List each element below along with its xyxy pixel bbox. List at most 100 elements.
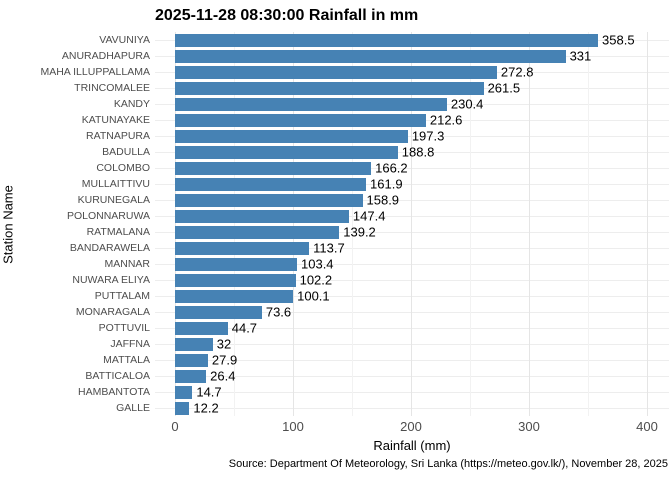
- bar: [175, 193, 363, 207]
- bar-value-label: 27.9: [211, 352, 238, 368]
- y-gridline: [155, 199, 669, 201]
- y-axis-label: JAFFNA: [110, 338, 150, 350]
- bar-value-label: 100.1: [297, 288, 330, 304]
- x-gridline-minor: [352, 32, 353, 416]
- bar: [175, 305, 262, 319]
- y-gridline: [155, 391, 669, 393]
- bar: [175, 97, 447, 111]
- y-axis-label: TRINCOMALEE: [74, 82, 150, 94]
- y-gridline: [155, 263, 669, 265]
- y-axis-label: BADULLA: [102, 146, 150, 158]
- bar-value-label: 358.5: [602, 32, 635, 48]
- bar: [175, 145, 398, 159]
- bar: [175, 321, 228, 335]
- bar: [175, 113, 426, 127]
- bar: [175, 225, 340, 239]
- bar-value-label: 166.2: [375, 160, 408, 176]
- y-gridline: [155, 295, 669, 297]
- y-gridline: [155, 311, 669, 313]
- y-axis-label: HAMBANTOTA: [78, 386, 150, 398]
- x-axis-tick-label: 200: [400, 419, 422, 434]
- y-axis-label: KANDY: [113, 98, 150, 110]
- y-axis-label: COLOMBO: [96, 162, 150, 174]
- x-gridline-major: [411, 32, 412, 416]
- bar-value-label: 26.4: [210, 368, 236, 384]
- bar-value-label: 12.2: [193, 400, 219, 416]
- x-gridline-minor: [234, 32, 235, 416]
- bar: [175, 49, 566, 63]
- y-gridline: [155, 343, 669, 345]
- x-axis-tick-label: 400: [636, 419, 658, 434]
- bar-value-label: 103.4: [301, 256, 334, 272]
- bar: [175, 369, 207, 383]
- y-axis-label: MANNAR: [104, 258, 150, 270]
- bar-value-label: 212.6: [429, 112, 463, 128]
- bar: [175, 337, 213, 351]
- bar-value-label: 14.7: [196, 384, 222, 400]
- bar: [175, 177, 367, 191]
- bar-value-label: 44.7: [231, 320, 258, 336]
- bar-value-label: 272.8: [500, 64, 534, 80]
- bar: [175, 129, 408, 143]
- y-axis-label: RATNAPURA: [86, 130, 150, 142]
- y-axis-label: NUWARA ELIYA: [72, 274, 150, 286]
- y-axis-label: GALLE: [116, 402, 150, 414]
- bar-value-label: 230.4: [450, 96, 484, 112]
- y-gridline: [155, 135, 669, 137]
- bar-value-label: 32: [216, 336, 232, 352]
- y-gridline: [155, 183, 669, 185]
- y-axis-label: BATTICALOA: [85, 370, 150, 382]
- y-gridline: [155, 407, 669, 409]
- bar: [175, 209, 349, 223]
- y-gridline: [155, 247, 669, 249]
- bar: [175, 161, 372, 175]
- plot-panel: 358.5 331 272.8 261.5 230.4 212.6 197.3 188.8 16…: [155, 32, 669, 416]
- y-gridline: [155, 151, 669, 153]
- y-gridline: [155, 327, 669, 329]
- bar: [175, 353, 208, 367]
- bar-value-label: 113.7: [313, 240, 345, 256]
- y-axis-label: KURUNEGALA: [77, 194, 150, 206]
- bar-value-label: 197.3: [411, 128, 445, 144]
- y-gridline: [155, 167, 669, 169]
- bar-value-label: 188.8: [401, 144, 435, 160]
- y-axis-label: VAVUNIYA: [99, 34, 150, 46]
- bar: [175, 33, 599, 47]
- bar-value-label: 331: [569, 48, 592, 64]
- bar: [175, 273, 296, 287]
- y-axis-label: POTTUVIL: [98, 322, 150, 334]
- bar-value-label: 73.6: [265, 304, 292, 320]
- y-axis-label: MATTALA: [103, 354, 150, 366]
- y-axis-labels: VAVUNIYA ANURADHAPURA MAHA ILLUPPALLAMA TRI…: [0, 32, 150, 416]
- bar: [175, 81, 484, 95]
- y-axis-label: MONARAGALA: [75, 306, 150, 318]
- x-gridline-minor: [470, 32, 471, 416]
- y-axis-label: RATMALANA: [86, 226, 150, 238]
- y-axis-label: MULLAITTIVU: [81, 178, 150, 190]
- y-gridline: [155, 215, 669, 217]
- bar: [175, 257, 297, 271]
- bar: [175, 289, 294, 303]
- bar-value-label: 147.4: [352, 208, 386, 224]
- y-axis-label: MAHA ILLUPPALLAMA: [40, 66, 150, 78]
- bar-value-label: 161.9: [370, 176, 403, 192]
- y-axis-label: KATUNAYAKE: [81, 114, 150, 126]
- y-axis-label: PUTTALAM: [94, 290, 150, 302]
- x-gridline-major: [175, 32, 176, 416]
- bar: [175, 401, 190, 415]
- y-gridline: [155, 375, 669, 377]
- x-axis-tick-label: 100: [282, 419, 304, 434]
- y-gridline: [155, 359, 669, 361]
- x-gridline-major: [529, 32, 530, 416]
- x-gridline-major: [647, 32, 648, 416]
- bar: [175, 65, 497, 79]
- y-axis-label: BANDARAWELA: [69, 242, 150, 254]
- y-axis-label: POLONNARUWA: [66, 210, 150, 222]
- y-gridline: [155, 279, 669, 281]
- x-axis-tick-label: 300: [518, 419, 540, 434]
- source-caption: Source: Department Of Meteorology, Sri L…: [228, 458, 668, 470]
- bar: [175, 385, 193, 399]
- x-gridline-major: [293, 32, 294, 416]
- bar-value-label: 261.5: [487, 80, 521, 96]
